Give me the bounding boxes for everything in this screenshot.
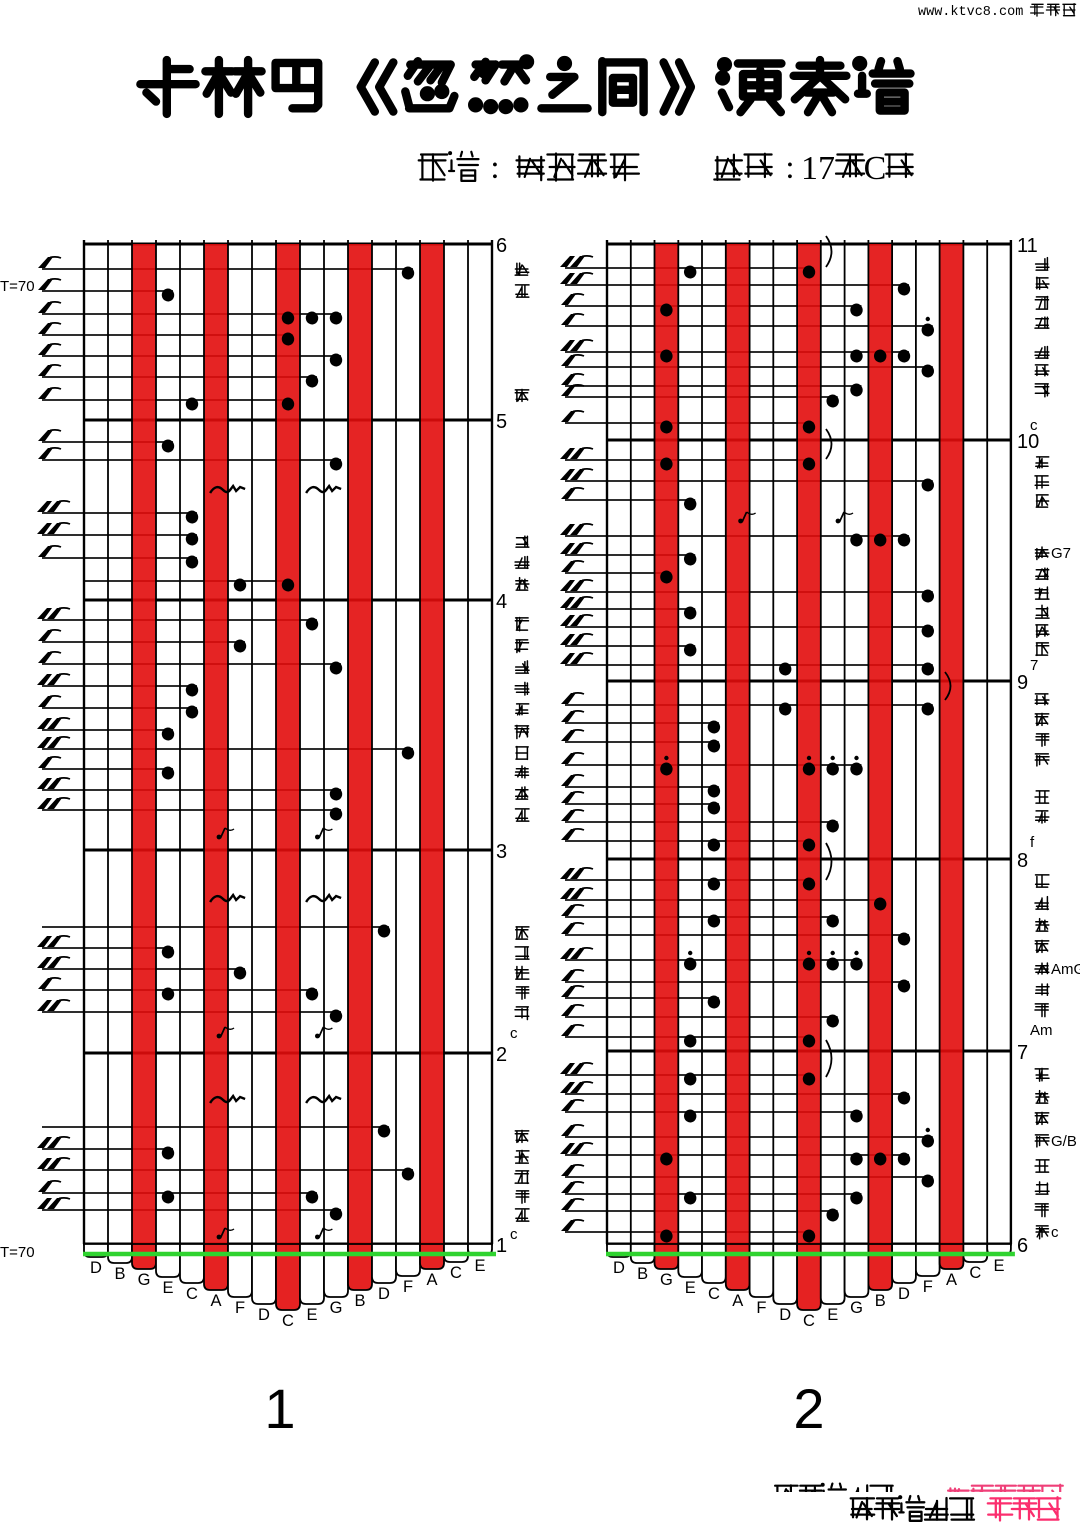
svg-text:C: C xyxy=(450,1264,462,1282)
svg-text:G: G xyxy=(850,1299,863,1317)
svg-text:2: 2 xyxy=(793,1377,824,1440)
svg-text:D: D xyxy=(779,1306,791,1324)
svg-text:T=70: T=70 xyxy=(0,278,35,295)
svg-text:C: C xyxy=(969,1264,981,1282)
svg-text:C: C xyxy=(282,1312,294,1330)
svg-text:D: D xyxy=(258,1306,270,1324)
svg-text:T=70: T=70 xyxy=(0,1244,35,1261)
svg-text:E: E xyxy=(474,1257,485,1275)
svg-text:A: A xyxy=(210,1292,221,1310)
svg-text:G/B: G/B xyxy=(1051,1133,1077,1150)
svg-text:6: 6 xyxy=(496,235,507,257)
svg-text:E: E xyxy=(162,1279,173,1297)
svg-text:F: F xyxy=(756,1299,766,1317)
svg-text:E: E xyxy=(827,1306,838,1324)
svg-text:D: D xyxy=(613,1259,625,1277)
svg-text:E: E xyxy=(306,1306,317,1324)
svg-text:B: B xyxy=(114,1265,125,1283)
svg-text:E: E xyxy=(685,1279,696,1297)
svg-text:5: 5 xyxy=(496,411,507,433)
svg-text::: : xyxy=(490,150,499,186)
svg-text:E: E xyxy=(993,1257,1004,1275)
svg-text:11: 11 xyxy=(1017,235,1038,257)
svg-text:C: C xyxy=(186,1285,198,1303)
svg-text:4: 4 xyxy=(496,591,507,613)
svg-text:D: D xyxy=(90,1259,102,1277)
svg-text:G7: G7 xyxy=(1051,545,1071,562)
svg-text:9: 9 xyxy=(1017,672,1028,694)
svg-text:7: 7 xyxy=(1030,657,1038,674)
svg-text:F: F xyxy=(403,1278,413,1296)
svg-text:F: F xyxy=(235,1299,245,1317)
svg-text:A: A xyxy=(732,1292,743,1310)
svg-text:c: c xyxy=(1030,417,1038,434)
svg-text:c: c xyxy=(510,1025,518,1042)
svg-text:C: C xyxy=(864,150,887,187)
svg-text:1: 1 xyxy=(496,1235,507,1257)
svg-text:8: 8 xyxy=(1017,850,1028,872)
svg-text:3: 3 xyxy=(496,841,507,863)
svg-text:G: G xyxy=(660,1271,673,1289)
svg-text:D: D xyxy=(378,1285,390,1303)
svg-text:7: 7 xyxy=(1017,1042,1028,1064)
svg-text:B: B xyxy=(637,1265,648,1283)
svg-text:F: F xyxy=(923,1278,933,1296)
svg-text:6: 6 xyxy=(1017,1235,1028,1257)
svg-text:f: f xyxy=(1030,834,1035,851)
svg-text:2: 2 xyxy=(496,1044,507,1066)
svg-text:C: C xyxy=(803,1312,815,1330)
svg-text:10: 10 xyxy=(1017,431,1039,453)
svg-text:AmG: AmG xyxy=(1051,961,1080,978)
svg-text:C: C xyxy=(708,1285,720,1303)
svg-text:c: c xyxy=(510,1226,518,1243)
svg-text::: : xyxy=(785,150,794,186)
svg-text:c: c xyxy=(1051,1224,1059,1241)
svg-text:A: A xyxy=(946,1271,957,1289)
svg-text:1: 1 xyxy=(264,1377,295,1440)
svg-text:B: B xyxy=(354,1292,365,1310)
svg-text:www.ktvc8.com: www.ktvc8.com xyxy=(918,5,1023,20)
svg-text:G: G xyxy=(330,1299,343,1317)
svg-text:A: A xyxy=(426,1271,437,1289)
svg-text:D: D xyxy=(898,1285,910,1303)
svg-text:G: G xyxy=(138,1271,151,1289)
svg-text:Am: Am xyxy=(1030,1022,1053,1039)
svg-text:17: 17 xyxy=(801,150,835,187)
svg-text:B: B xyxy=(875,1292,886,1310)
